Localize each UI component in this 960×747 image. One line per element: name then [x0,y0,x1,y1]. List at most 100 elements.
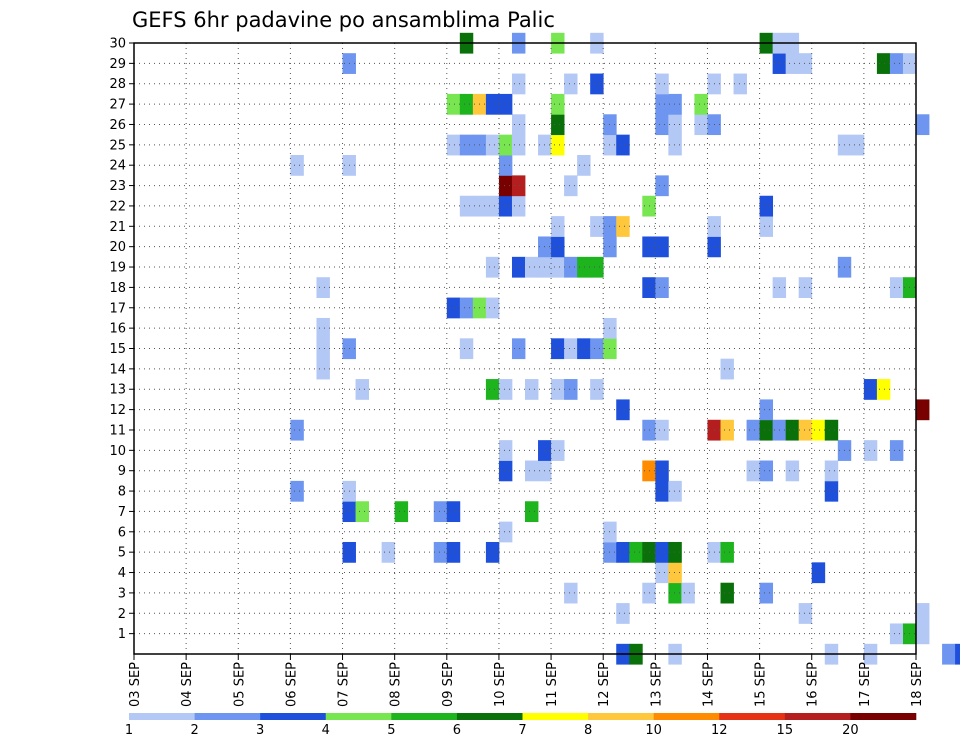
heatmap-cell [551,93,565,115]
heatmap-cell [759,195,774,217]
heatmap-cell [564,73,578,95]
y-tick-label: 8 [118,485,126,500]
heatmap-cell [498,134,513,156]
heatmap-cell [668,114,682,136]
legend-label: 10 [645,723,662,738]
y-tick-label: 21 [109,220,126,235]
heatmap-cell [798,53,813,74]
heatmap-cell [511,175,526,197]
heatmap-cell [590,216,604,237]
heatmap-cell [916,399,930,421]
y-tick-label: 4 [118,566,126,581]
y-tick-label: 17 [109,301,126,316]
heatmap-cell [616,134,630,156]
heatmap-cell [655,73,669,95]
heatmap-cell [720,358,734,380]
heatmap-cell [616,216,630,237]
x-tick-label: 08 SEP [389,662,404,707]
legend-swatch [588,713,654,720]
legend-swatch [850,713,917,720]
heatmap-cell [485,379,500,400]
heatmap-cell [694,114,708,136]
heatmap-cell [511,114,526,136]
x-tick-label: 05 SEP [232,662,247,707]
heatmap-cell [551,216,565,237]
x-tick-label: 11 SEP [545,662,560,707]
heatmap-cell [655,175,669,197]
heatmap-cell [498,379,513,400]
heatmap-cell [564,582,578,604]
heatmap-cell [551,114,565,136]
legend-label: 2 [190,723,198,738]
x-axis: 03 SEP 04 SEP 05 SEP 06 SEP 07 SEP 08 SEP 09 S… [128,654,925,707]
y-tick-label: 27 [109,98,126,113]
heatmap-cell [655,277,669,298]
heatmap-cell [811,562,826,584]
heatmap-cell [824,419,839,441]
y-tick-label: 12 [109,403,126,418]
heatmap-cell [916,114,930,136]
y-tick-label: 6 [118,525,126,540]
legend-label: 4 [322,723,330,738]
heatmap-cell [564,338,578,360]
y-tick-label: 19 [109,261,126,276]
heatmap-cell [551,440,565,461]
legend-swatch [325,713,392,720]
heatmap-cell [551,134,565,156]
heatmap-cell [863,379,878,400]
heatmap-cell [590,379,604,400]
heatmap-cell [577,256,591,278]
legend-label: 12 [711,723,728,738]
heatmap-cell [551,338,565,360]
heatmap-cell [655,236,669,258]
heatmap-cell [485,93,500,115]
heatmap-cell [798,419,813,441]
heatmap-cell [759,460,774,482]
y-tick-label: 28 [109,77,126,92]
heatmap-cell [577,155,591,176]
heatmap-cell [316,338,330,360]
heatmap-cell [446,541,461,563]
legend-label: 7 [518,723,526,738]
y-tick-label: 5 [118,546,126,561]
heatmap-cell [551,379,565,400]
y-tick-label: 14 [109,362,126,377]
heatmap-cell [876,379,891,400]
heatmap-cell [459,134,474,156]
y-tick-label: 16 [109,322,126,337]
legend-label: 20 [842,723,859,738]
y-tick-label: 2 [118,607,126,622]
heatmap-cell [668,93,682,115]
heatmap-cell [759,419,774,441]
heatmap-cell [459,195,474,217]
x-tick-label: 14 SEP [701,662,716,707]
heatmap-cell [889,277,904,298]
heatmap-cell [668,480,682,502]
legend-label: 1 [125,723,133,738]
heatmap-cell [564,256,578,278]
heatmap-cell [446,134,461,156]
x-tick-label: 09 SEP [441,662,456,707]
heatmap-cell [590,338,604,360]
legend-swatch [260,713,327,720]
heatmap-cell [694,93,708,115]
heatmap-cell [355,501,369,523]
y-tick-label: 15 [109,342,126,357]
heatmap-cell [655,460,669,482]
y-axis: 1234567891011121314151617181920212223242… [109,37,134,642]
heatmap-cell [889,623,904,645]
heatmap-cell [459,93,474,115]
heatmap-cell [525,501,539,523]
heatmap-cell [811,419,826,441]
heatmap-cell [433,501,448,523]
x-tick-label: 07 SEP [337,662,352,707]
y-tick-label: 3 [118,586,126,601]
heatmap-cell [863,440,878,461]
y-tick-label: 20 [109,240,126,255]
legend-label: 8 [584,723,592,738]
heatmap-cell [785,419,800,441]
legend-label: 3 [256,723,264,738]
heatmap-cell [316,277,330,298]
heatmap-cell [733,73,747,95]
heatmap-cell [525,256,539,278]
